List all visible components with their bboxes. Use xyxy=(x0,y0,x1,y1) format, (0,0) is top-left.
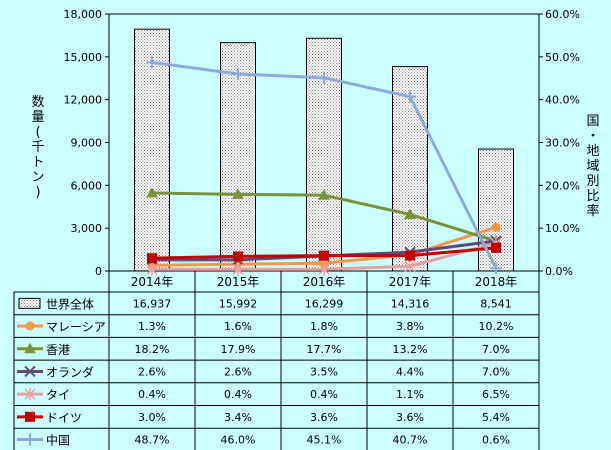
legend-label-タイ: タイ xyxy=(46,388,70,402)
legend-marker-タイ xyxy=(24,388,36,401)
y-axis-title: 数量(千トン) xyxy=(31,95,44,200)
data-label-オランダ: 4.4% xyxy=(396,365,424,378)
data-label-オランダ: 2.6% xyxy=(224,365,252,378)
legend-label-ドイツ: ドイツ xyxy=(46,411,82,425)
data-label-中国: 48.7% xyxy=(135,434,170,447)
y2-axis-title: 国・地域別比率 xyxy=(586,114,599,219)
y-tick-label: 0 xyxy=(95,265,102,278)
data-label-タイ: 0.4% xyxy=(224,388,252,401)
point-中国-2017年 xyxy=(404,90,416,103)
data-label-中国: 45.1% xyxy=(307,434,342,447)
point-タイ-2014年 xyxy=(146,263,158,276)
data-label-ドイツ: 3.0% xyxy=(138,411,166,424)
x-tick-label: 2016年 xyxy=(303,275,346,289)
point-中国-2014年 xyxy=(146,56,158,69)
y-tick-label: 15,000 xyxy=(64,51,103,64)
data-label-中国: 46.0% xyxy=(221,434,256,447)
y-tick-label: 18,000 xyxy=(64,8,103,21)
legend-marker-マレーシア xyxy=(25,321,35,331)
data-label-世界全体: 16,937 xyxy=(133,297,172,310)
y2-tick-label: 60.0% xyxy=(545,8,580,21)
x-tick-label: 2014年 xyxy=(131,275,174,289)
legend-marker-香港 xyxy=(24,342,36,354)
y2-tick-label: 20.0% xyxy=(545,179,580,192)
data-label-世界全体: 15,992 xyxy=(219,297,258,310)
data-label-香港: 17.9% xyxy=(221,343,256,356)
point-タイ-2017年 xyxy=(404,260,416,273)
data-label-マレーシア: 1.6% xyxy=(224,320,252,333)
point-香港-2014年 xyxy=(146,187,158,198)
series-中国 xyxy=(146,56,502,275)
point-ドイツ-2016年 xyxy=(319,250,329,261)
bar-2015年 xyxy=(220,42,256,272)
point-ドイツ-2014年 xyxy=(147,253,157,264)
point-中国-2015年 xyxy=(232,67,244,80)
data-label-マレーシア: 3.8% xyxy=(396,320,424,333)
point-マレーシア-2018年 xyxy=(491,222,501,232)
data-label-オランダ: 2.6% xyxy=(138,365,166,378)
y2-tick-label: 40.0% xyxy=(545,94,580,107)
y-tick-label: 6,000 xyxy=(71,179,103,192)
data-label-マレーシア: 1.3% xyxy=(138,320,166,333)
legend-label-世界全体: 世界全体 xyxy=(46,296,94,311)
legend-label-マレーシア: マレーシア xyxy=(46,320,106,334)
point-中国-2016年 xyxy=(318,71,330,84)
series-ドイツ xyxy=(147,242,501,264)
y2-tick-label: 0.0% xyxy=(545,265,573,278)
data-label-タイ: 1.1% xyxy=(396,388,424,401)
plot-area xyxy=(108,13,540,276)
data-label-中国: 0.6% xyxy=(482,434,510,447)
y-tick-label: 9,000 xyxy=(71,137,103,150)
data-label-ドイツ: 3.6% xyxy=(310,411,338,424)
data-label-香港: 17.7% xyxy=(307,343,342,356)
data-label-香港: 18.2% xyxy=(135,343,170,356)
point-ドイツ-2018年 xyxy=(491,242,501,253)
point-ドイツ-2017年 xyxy=(405,250,415,261)
x-tick-label: 2015年 xyxy=(217,275,260,289)
point-香港-2016年 xyxy=(318,189,330,200)
point-香港-2017年 xyxy=(404,208,416,219)
point-ドイツ-2015年 xyxy=(233,251,243,262)
data-label-香港: 7.0% xyxy=(482,343,510,356)
data-label-タイ: 6.5% xyxy=(482,388,510,401)
data-label-中国: 40.7% xyxy=(393,434,428,447)
y-tick-label: 3,000 xyxy=(71,222,103,235)
data-label-香港: 13.2% xyxy=(393,343,428,356)
point-香港-2015年 xyxy=(232,188,244,199)
data-label-世界全体: 8,541 xyxy=(480,297,512,310)
legend-label-オランダ: オランダ xyxy=(46,364,94,379)
axes: 0 3,000 6,000 9,000 12,000 15,000 18,000 0.0% 10… xyxy=(31,8,599,278)
point-タイ-2015年 xyxy=(232,263,244,276)
data-label-オランダ: 3.5% xyxy=(310,365,338,378)
legend-marker-オランダ xyxy=(24,365,36,378)
point-中国-2018年 xyxy=(490,262,502,275)
data-label-マレーシア: 1.8% xyxy=(310,320,338,333)
y-tick-label: 12,000 xyxy=(64,94,103,107)
data-label-世界全体: 16,299 xyxy=(305,297,344,310)
y2-tick-label: 50.0% xyxy=(545,51,580,64)
data-label-ドイツ: 3.4% xyxy=(224,411,252,424)
data-label-マレーシア: 10.2% xyxy=(479,320,514,333)
x-tick-label: 2017年 xyxy=(389,275,432,289)
data-label-タイ: 0.4% xyxy=(310,388,338,401)
y2-tick-label: 10.0% xyxy=(545,222,580,235)
x-tick-label: 2018年 xyxy=(475,275,518,289)
legend-label-香港: 香港 xyxy=(46,343,70,357)
legend-key-世界全体 xyxy=(18,297,41,309)
data-label-タイ: 0.4% xyxy=(138,388,166,401)
data-label-ドイツ: 5.4% xyxy=(482,411,510,424)
legend-marker-中国 xyxy=(24,433,36,446)
legend-label-中国: 中国 xyxy=(46,433,70,448)
data-label-オランダ: 7.0% xyxy=(482,365,510,378)
data-label-世界全体: 14,316 xyxy=(391,297,430,310)
y2-tick-label: 30.0% xyxy=(545,137,580,150)
data-label-ドイツ: 3.6% xyxy=(396,411,424,424)
point-タイ-2016年 xyxy=(318,263,330,276)
legend-marker-ドイツ xyxy=(25,411,35,422)
